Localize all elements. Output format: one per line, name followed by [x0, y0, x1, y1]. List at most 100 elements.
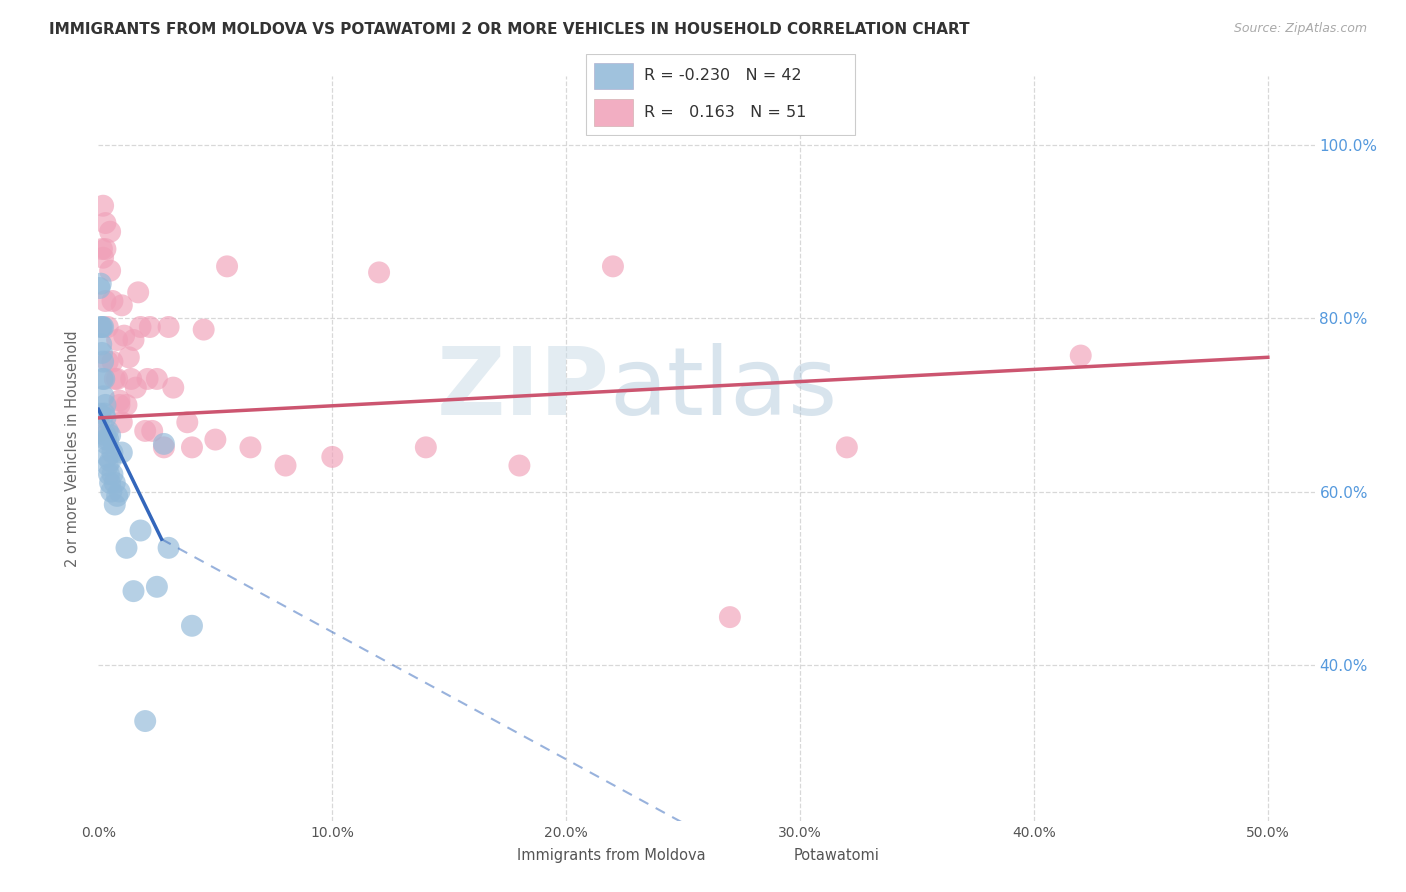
Point: [98, 475, 121, 490]
Point: [239, 441, 262, 455]
Point: [274, 458, 297, 473]
Point: [193, 322, 215, 336]
Point: [93, 372, 115, 386]
Point: [94, 428, 117, 442]
FancyBboxPatch shape: [595, 100, 633, 126]
Point: [157, 320, 180, 334]
Point: [100, 484, 122, 499]
Point: [108, 484, 131, 499]
Point: [153, 437, 176, 451]
Point: [91, 372, 114, 386]
Point: [122, 333, 145, 347]
Point: [602, 260, 624, 274]
Text: ZIP: ZIP: [436, 343, 609, 434]
Point: [112, 328, 135, 343]
Point: [146, 372, 169, 386]
Point: [134, 424, 156, 438]
Point: [105, 333, 128, 347]
Point: [104, 498, 127, 512]
Point: [215, 260, 238, 274]
Point: [181, 441, 204, 455]
Text: R =   0.163   N = 51: R = 0.163 N = 51: [644, 105, 806, 120]
Point: [94, 242, 117, 256]
Point: [108, 393, 131, 408]
Point: [111, 445, 134, 459]
Point: [101, 293, 124, 308]
Point: [176, 415, 198, 429]
Point: [111, 415, 134, 429]
Text: IMMIGRANTS FROM MOLDOVA VS POTAWATOMI 2 OR MORE VEHICLES IN HOUSEHOLD CORRELATIO: IMMIGRANTS FROM MOLDOVA VS POTAWATOMI 2 …: [49, 22, 970, 37]
Point: [153, 441, 176, 455]
Point: [91, 251, 114, 265]
Point: [94, 398, 117, 412]
Point: [415, 441, 437, 455]
Point: [115, 541, 138, 555]
Point: [146, 580, 169, 594]
Point: [129, 524, 152, 538]
Point: [90, 424, 112, 438]
Text: Source: ZipAtlas.com: Source: ZipAtlas.com: [1233, 22, 1367, 36]
Point: [97, 467, 120, 482]
Point: [204, 433, 226, 447]
Point: [96, 450, 118, 464]
Point: [134, 714, 156, 728]
Point: [104, 475, 127, 490]
Point: [111, 298, 134, 312]
Text: Immigrants from Moldova: Immigrants from Moldova: [517, 847, 706, 863]
Text: R = -0.230   N = 42: R = -0.230 N = 42: [644, 68, 801, 83]
Point: [98, 225, 121, 239]
Point: [101, 467, 124, 482]
FancyBboxPatch shape: [595, 62, 633, 89]
Y-axis label: 2 or more Vehicles in Household: 2 or more Vehicles in Household: [65, 330, 80, 566]
Point: [94, 293, 117, 308]
Point: [90, 320, 112, 334]
Point: [162, 381, 184, 395]
Point: [321, 450, 343, 464]
Point: [139, 320, 162, 334]
Point: [97, 354, 120, 368]
Point: [105, 372, 128, 386]
Point: [94, 433, 117, 447]
Point: [97, 458, 120, 473]
Text: Potawatomi: Potawatomi: [793, 847, 880, 863]
Point: [718, 610, 741, 624]
Point: [1070, 349, 1092, 363]
Point: [91, 199, 114, 213]
Point: [136, 372, 159, 386]
Point: [101, 354, 124, 368]
Point: [93, 407, 115, 421]
Point: [97, 424, 120, 438]
Point: [89, 281, 111, 295]
Point: [90, 320, 112, 334]
Point: [98, 454, 121, 468]
Point: [125, 381, 148, 395]
Point: [97, 320, 120, 334]
Point: [101, 445, 124, 459]
Point: [98, 263, 121, 277]
Point: [157, 541, 180, 555]
Point: [104, 372, 127, 386]
Point: [93, 389, 115, 403]
Point: [94, 411, 117, 425]
Point: [98, 428, 121, 442]
Point: [181, 619, 204, 633]
Point: [97, 433, 120, 447]
Point: [120, 372, 142, 386]
Point: [141, 424, 163, 438]
Point: [127, 285, 149, 300]
Point: [90, 337, 112, 351]
Point: [96, 437, 118, 451]
Point: [115, 398, 138, 412]
Point: [91, 354, 114, 368]
Text: atlas: atlas: [609, 343, 838, 434]
Point: [129, 320, 152, 334]
Point: [835, 441, 858, 455]
Point: [89, 407, 111, 421]
Point: [91, 320, 114, 334]
Point: [368, 265, 391, 279]
Point: [122, 584, 145, 599]
Point: [94, 216, 117, 230]
Point: [508, 458, 530, 473]
Point: [108, 398, 131, 412]
Point: [90, 346, 112, 360]
